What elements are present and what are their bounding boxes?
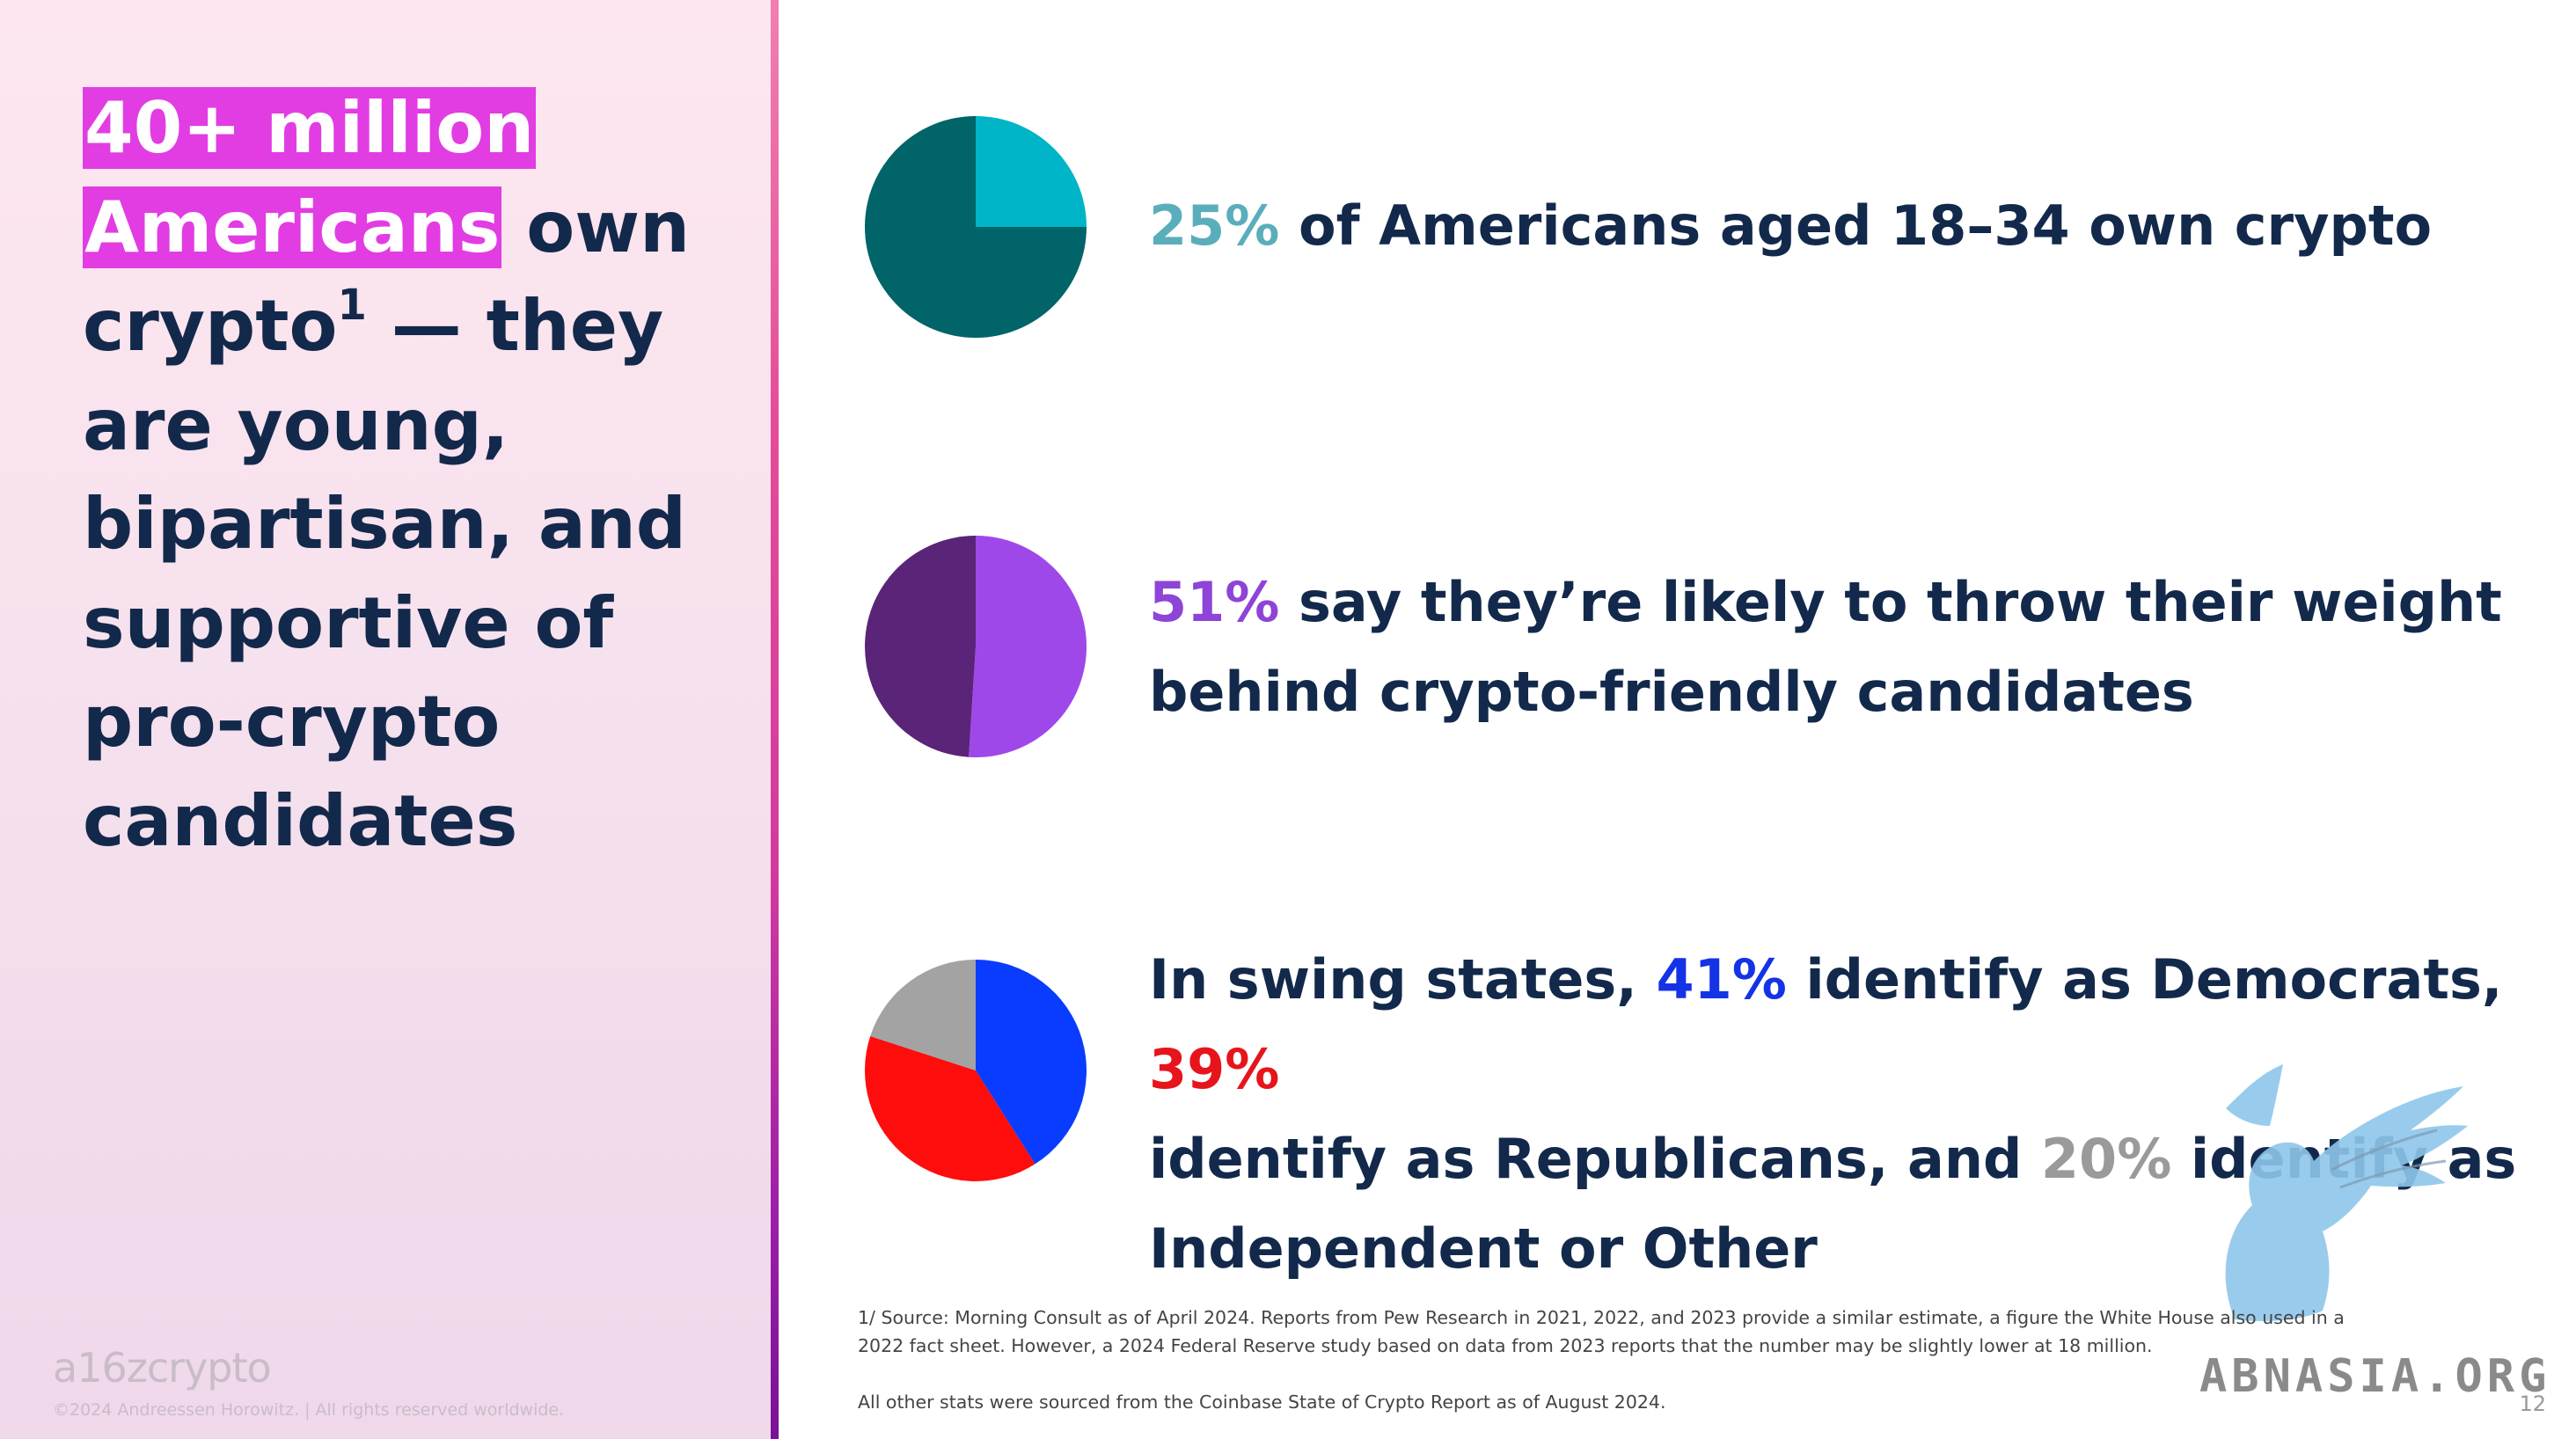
pie-slice-independent-or-other — [870, 960, 976, 1070]
headline-highlight-1: 40+ million — [83, 87, 537, 169]
watermark-text: ABNASIA.ORG — [2199, 1350, 2551, 1403]
pie-slice-democrats — [976, 960, 1087, 1165]
griffin-watermark-icon — [2225, 1064, 2468, 1321]
headline-crypto: crypto — [83, 285, 338, 367]
stat-party-ind-pct: 20% — [2040, 1127, 2172, 1191]
footnote-line-1: 1/ Source: Morning Consult as of April 2… — [858, 1307, 2345, 1328]
stat-party-a: In swing states, — [1149, 947, 1657, 1012]
stat-party-b: identify as Democrats, — [1786, 947, 2503, 1012]
page-number: 12 — [2519, 1392, 2546, 1416]
headline-line8: candidates — [83, 779, 518, 862]
headline: 40+ million Americans own crypto1 — they… — [83, 79, 716, 871]
footnote: 1/ Source: Morning Consult as of April 2… — [858, 1304, 2389, 1416]
pie-chart-party — [865, 960, 1087, 1182]
stat-support: 51% say they’re likely to throw their we… — [1149, 558, 2521, 737]
headline-own: own — [501, 186, 691, 268]
stat-party-rep-pct: 39% — [1149, 1037, 1280, 1101]
stat-support-text-b: behind crypto-friendly candidates — [1149, 660, 2194, 724]
stat-party-c: identify as Republicans, and — [1149, 1127, 2041, 1191]
divider-bar — [771, 0, 779, 1439]
pie-slice-likely — [969, 536, 1087, 757]
pie-slice-other — [865, 536, 976, 757]
stat-support-pct: 51% — [1149, 570, 1280, 634]
stat-age-pct: 25% — [1149, 194, 1280, 258]
stat-party: In swing states, 41% identify as Democra… — [1149, 935, 2521, 1294]
pie-slice-other — [865, 116, 1087, 338]
pie-slice-own-crypto — [976, 116, 1087, 227]
pie-slice-republicans — [865, 1036, 1036, 1182]
stat-age-text: of Americans aged 18–34 own crypto — [1279, 194, 2433, 258]
stat-party-dem-pct: 41% — [1656, 947, 1787, 1012]
stat-support-text-a: say they’re likely to throw their weight — [1279, 570, 2502, 634]
footnote-line-2: 2022 fact sheet. However, a 2024 Federal… — [858, 1335, 2153, 1356]
headline-line4: are young, — [83, 383, 509, 466]
stat-party-e: Independent or Other — [1149, 1216, 1818, 1281]
footnote-line-3: All other stats were sourced from the Co… — [858, 1392, 1666, 1413]
headline-line7: pro-crypto — [83, 681, 501, 763]
stat-age: 25% of Americans aged 18–34 own crypto — [1149, 181, 2521, 271]
a16z-crypto-logo: a16zcrypto — [53, 1344, 272, 1392]
copyright: ©2024 Andreessen Horowitz. | All rights … — [53, 1400, 565, 1420]
pie-chart-age — [865, 116, 1087, 338]
headline-they: — they — [366, 285, 664, 367]
headline-line6: supportive of — [83, 581, 614, 664]
headline-highlight-2: Americans — [83, 186, 502, 268]
headline-line5: bipartisan, and — [83, 483, 687, 565]
footnote-ref: 1 — [337, 281, 367, 331]
pie-chart-support — [865, 536, 1087, 757]
